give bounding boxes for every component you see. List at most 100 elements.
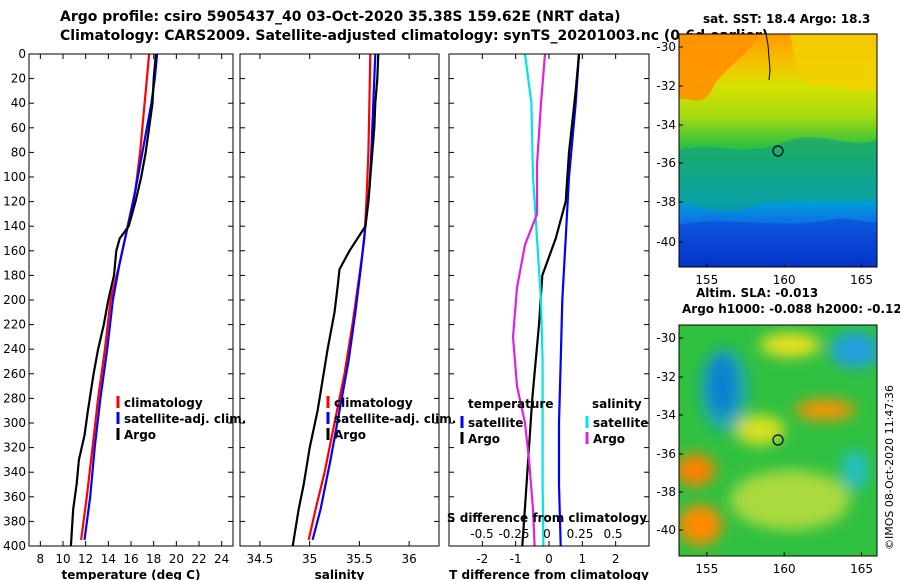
map-y-tick-label: -36 [656,156,676,170]
y-tick-label: 180 [3,268,26,282]
y-tick-label: 300 [3,416,26,430]
map-x-tick-label: 155 [695,562,718,576]
legend-label: Argo [334,428,366,442]
secondary-tick-label: 0 [543,527,551,541]
difference-panel: -2 -1 0 1 2 T difference from climatology temp… [447,53,650,580]
legend-label: satellite [468,416,523,430]
legend-label: satellite-adj. clim. [334,412,456,426]
sla-map-ticks: 155 160 165 -30 -32 -34 -36 -38 -40 [656,331,873,576]
x-tick-label: -1 [510,552,522,566]
x-tick-label: 1 [579,552,587,566]
x-tick-label: 8 [37,552,45,566]
legend-label: Argo [593,432,625,446]
series-line-climatology [80,53,151,541]
legend-group-title: temperature [468,397,553,411]
x-tick-label: -2 [476,552,488,566]
y-tick-label: 280 [3,391,26,405]
map-y-tick-label: -34 [656,118,676,132]
y-tick-label: 200 [3,293,26,307]
series-line-satellite-adj-clim- [83,53,159,541]
map-y-tick-label: -38 [656,485,676,499]
salinity-panel: 34.5 35 35.5 36 salinity climatology satellite… [239,53,456,580]
map-y-tick-label: -32 [656,370,676,384]
x-tick-label: 2 [612,552,620,566]
y-tick-label: 40 [11,96,26,110]
map-x-tick-label: 155 [695,273,718,287]
secondary-tick-label: 0.25 [567,527,594,541]
sst-coast [765,34,771,81]
y-tick-label: 100 [3,170,26,184]
y-tick-label: 320 [3,441,26,455]
map-y-tick-label: -40 [656,235,676,249]
secondary-tick-label: 0.5 [603,527,622,541]
sst-map [679,34,877,267]
y-tick-label: 400 [3,539,26,553]
legend-label: satellite-adj. clim. [124,412,246,426]
legend-label: Argo [124,428,156,442]
y-tick-label: 240 [3,342,26,356]
x-tick-label: 18 [146,552,161,566]
sla-map-title-2: Argo h1000: -0.088 h2000: -0.12 [682,302,900,316]
secondary-tick-label: -0.5 [470,527,493,541]
series-line-s-argo [511,53,547,547]
y-tick-label: 0 [18,47,26,61]
sst-green-band [679,137,877,212]
y-tick-label: 20 [11,72,26,86]
sla-map-title-1: Altim. SLA: -0.013 [696,286,818,300]
sla-argo-marker [772,434,784,446]
x-tick-label: 10 [55,552,70,566]
y-tick-label: 340 [3,465,26,479]
map-y-tick-label: -30 [656,331,676,345]
title-line-2: Climatology: CARS2009. Satellite-adjuste… [60,28,768,44]
y-tick-label: 260 [3,367,26,381]
x-tick-label: 35 [302,552,317,566]
series-line-t-argo [521,53,581,547]
x-tick-label: 34.5 [247,552,274,566]
legend-label: Argo [468,432,500,446]
sla-blue-southeast [841,450,869,490]
series-line-satellite-adj-clim- [311,53,377,541]
y-tick-label: 60 [11,121,26,135]
sst-argo-marker [772,145,784,157]
footer-credit: ©IMOS 08-Oct-2020 11:47:36 [883,385,896,550]
plot-frame [239,53,440,547]
sst-blue-band [679,218,877,267]
x-axis-label: temperature (deg C) [62,568,201,580]
map-y-tick-label: -36 [656,447,676,461]
sla-blue-east [830,332,877,368]
x-tick-label: 16 [123,552,138,566]
y-tick-label: 160 [3,244,26,258]
series-line-argo [291,53,380,547]
x-axis-label: salinity [315,568,365,580]
y-tick-label: 380 [3,514,26,528]
legend-label: climatology [124,396,203,410]
sst-map-title: sat. SST: 18.4 Argo: 18.3 [703,12,870,26]
sla-high-north [760,333,820,357]
series-line-t-satellite [557,53,581,547]
y-tick-label: 220 [3,318,26,332]
x-tick-label: 24 [214,552,229,566]
sla-high-west [679,454,715,486]
y-tick-label: 360 [3,490,26,504]
secondary-tick-label: -0.25 [498,527,529,541]
map-x-tick-label: 165 [850,273,873,287]
sst-map-frame [678,33,878,268]
plot-frame [28,53,234,547]
sla-yellow-south [730,470,850,530]
series-line-s-satellite [523,53,545,547]
map-x-tick-label: 160 [773,273,796,287]
map-y-tick-label: -38 [656,195,676,209]
plot-frame [448,53,650,547]
y-tick-label: 140 [3,219,26,233]
map-y-tick-label: -34 [656,408,676,422]
x-tick-label: 22 [191,552,206,566]
x-tick-label: 12 [78,552,93,566]
x-tick-label: 35.5 [346,552,373,566]
sla-high-east [795,400,855,420]
sla-low-halo [700,348,748,432]
title-line-1: Argo profile: csiro 5905437_40 03-Oct-20… [60,9,621,25]
y-tick-label: 120 [3,195,26,209]
sla-map-frame [678,324,878,557]
map-y-tick-label: -30 [656,40,676,54]
